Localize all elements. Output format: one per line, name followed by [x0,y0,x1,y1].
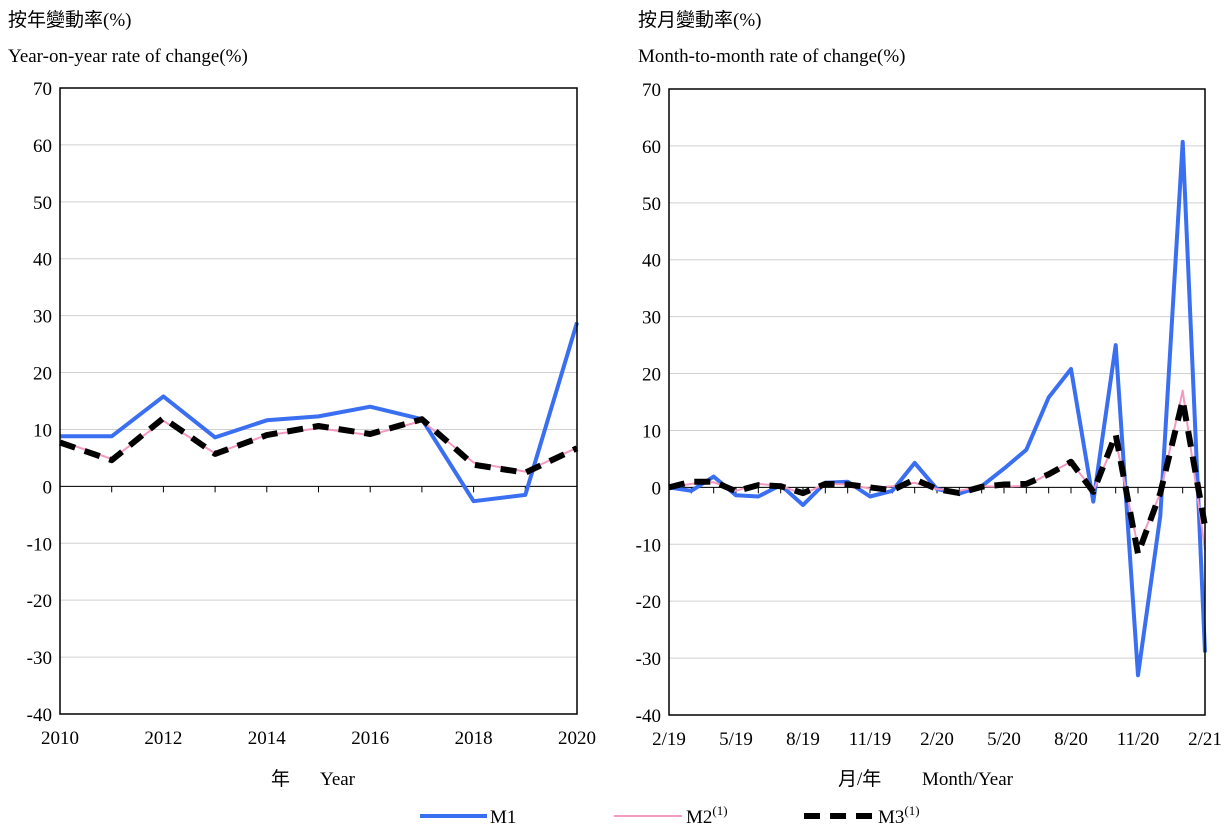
y-tick-label: 70 [33,79,52,100]
x-tick-label: 2016 [351,728,389,749]
y-tick-label: 20 [642,365,661,386]
left-xlabel: Year [320,769,356,790]
y-tick-label: 50 [642,194,661,215]
y-tick-label: 50 [33,193,52,214]
x-tick-label: 8/19 [786,729,820,750]
series-m1-line [668,139,1207,678]
y-tick-label: -40 [27,705,52,726]
legend-m3-note: (1) [904,803,919,818]
x-tick-label: 2018 [455,728,493,749]
svg-text:M2(1): M2(1) [686,803,728,825]
y-tick-label: 10 [33,420,52,441]
y-tick-label: 0 [43,477,53,498]
x-tick-label: 11/20 [1117,729,1160,750]
series-m3-line [59,415,579,476]
right-xlabel: Month/Year [922,769,1014,790]
right-title-zh: 按月變動率(%) [638,10,762,31]
y-tick-label: 60 [642,137,661,158]
left-title-zh: 按年變動率(%) [8,10,132,31]
y-tick-label: 60 [33,136,52,157]
y-tick-label: -10 [636,535,661,556]
right-chart: 70 60 50 40 30 20 10 0 -10 -20 -30 -402/19 5/19 8/19 1… [636,80,1222,750]
x-tick-label: 2/19 [652,729,686,750]
x-tick-label: 2010 [41,728,79,749]
y-tick-label: -40 [636,706,661,727]
right-title: Month-to-month rate of change(%) [638,46,906,67]
y-tick-label: 30 [33,307,52,328]
y-tick-label: 40 [33,250,52,271]
x-tick-label: 5/19 [719,729,753,750]
left-title: Year-on-year rate of change(%) [8,46,248,67]
y-tick-label: 40 [642,251,661,272]
series-m3-line [668,397,1208,557]
x-tick-label: 2/20 [920,729,954,750]
legend-m2-label: M2 [686,807,712,825]
x-tick-label: 8/20 [1054,729,1088,750]
y-tick-label: -20 [27,591,52,612]
x-tick-label: 2014 [248,728,287,749]
y-tick-label: -30 [636,649,661,670]
plot-frame [668,88,1206,716]
plot-frame [59,87,578,715]
y-tick-label: 70 [642,80,661,101]
x-tick-label: 11/19 [849,729,892,750]
y-tick-label: -10 [27,534,52,555]
legend-m1-label: M1 [490,807,516,825]
y-tick-label: -20 [636,592,661,613]
x-tick-label: 2012 [144,728,182,749]
right-xlabel-zh: 月/年 [838,768,881,790]
x-tick-label: 5/20 [987,729,1021,750]
y-tick-label: -30 [27,648,52,669]
left-xlabel-zh: 年 [271,768,290,790]
legend-m3-label: M3 [878,807,904,825]
y-tick-label: 10 [642,421,661,442]
y-tick-label: 20 [33,364,52,385]
legend: M1 M2(1) M3(1) [420,803,920,825]
series-m1-line [60,321,579,504]
x-tick-label: 2/21 [1188,729,1222,750]
svg-text:M3(1): M3(1) [878,803,920,825]
x-tick-label: 2020 [558,728,596,749]
y-tick-label: 30 [642,308,661,329]
y-tick-label: 0 [652,478,662,499]
legend-m2-note: (1) [712,803,727,818]
